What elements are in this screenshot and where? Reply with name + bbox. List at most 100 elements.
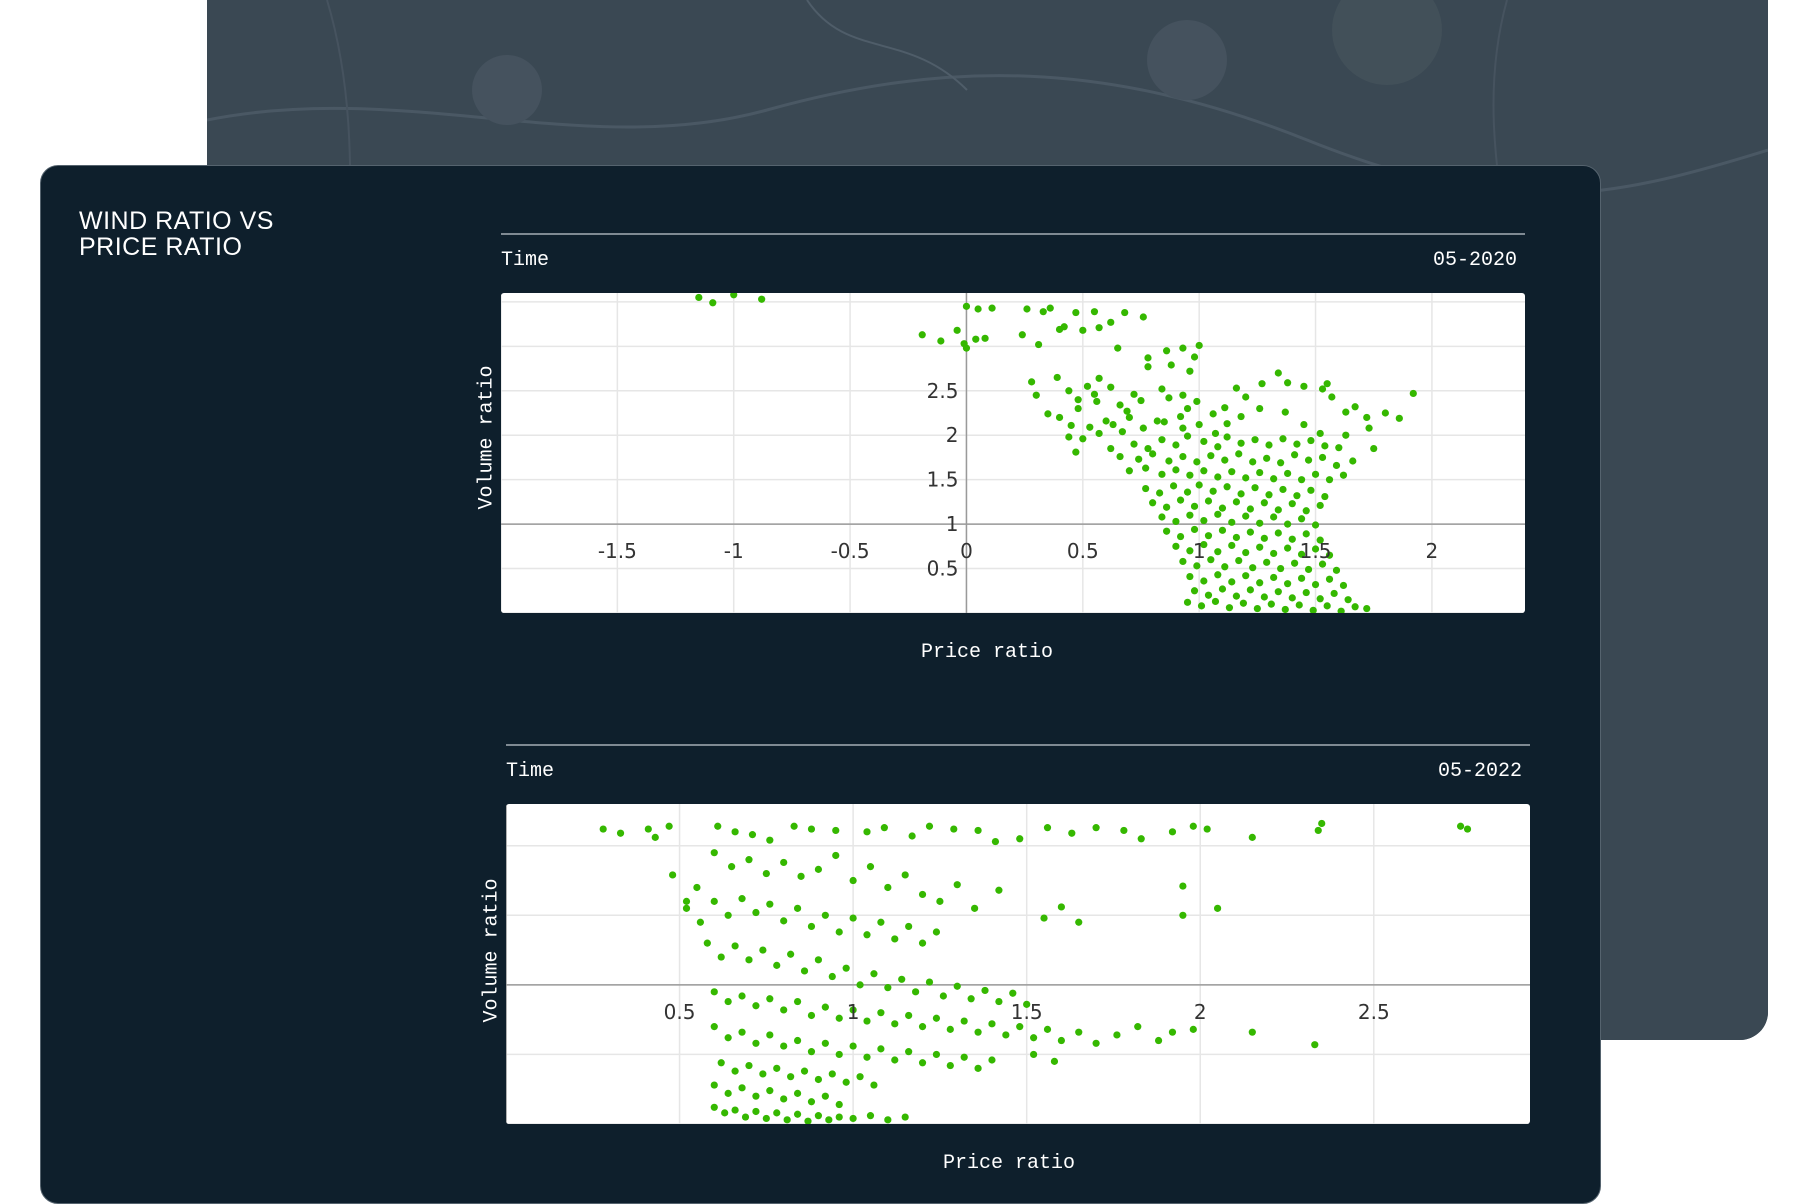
data-point — [1214, 548, 1222, 556]
data-point — [1142, 464, 1150, 472]
data-point — [1297, 550, 1306, 558]
data-point — [793, 997, 802, 1006]
x-tick-label: 1 — [847, 1000, 860, 1024]
data-point — [1050, 1057, 1059, 1065]
data-point — [1120, 826, 1128, 835]
data-point — [1035, 340, 1043, 349]
data-point — [731, 1067, 739, 1075]
data-point — [971, 904, 979, 912]
data-point — [1065, 433, 1073, 441]
data-point — [1193, 397, 1201, 406]
data-point — [1057, 1036, 1065, 1045]
data-point — [745, 956, 753, 964]
data-point — [1270, 573, 1278, 582]
y-tick-label: 2 — [946, 423, 959, 447]
data-point — [728, 863, 736, 871]
data-point — [1284, 544, 1292, 552]
data-point — [741, 1113, 750, 1121]
data-point — [1332, 566, 1341, 574]
data-point — [988, 304, 996, 312]
data-point — [1209, 410, 1217, 418]
data-point — [1218, 504, 1227, 512]
data-point — [1207, 556, 1215, 564]
data-point — [1142, 484, 1150, 493]
data-point — [766, 836, 774, 844]
data-point — [1265, 441, 1273, 449]
data-point — [1237, 490, 1245, 498]
data-point — [762, 869, 770, 878]
scatter-plot[interactable]: -1.5 -1 -0.5 0 0.5 1 1.5 2 0.5 1 1.5 2 2.5 — [501, 293, 1525, 613]
data-point — [1339, 471, 1348, 479]
data-point — [1235, 556, 1243, 565]
data-point — [1137, 396, 1145, 405]
data-point — [1318, 453, 1327, 462]
data-point — [1239, 599, 1247, 607]
data-point — [1260, 534, 1268, 542]
data-point — [1214, 571, 1222, 579]
data-point — [1190, 353, 1199, 361]
data-point — [752, 1039, 760, 1047]
data-point — [828, 1070, 836, 1078]
data-point — [1200, 540, 1208, 549]
data-point — [1043, 1025, 1052, 1033]
data-point — [780, 1042, 788, 1050]
data-point — [918, 939, 927, 947]
data-point — [1218, 585, 1227, 593]
data-point — [849, 1042, 857, 1050]
data-point — [703, 939, 711, 947]
data-point — [1256, 468, 1264, 477]
data-point — [932, 1014, 941, 1022]
data-point — [682, 904, 691, 912]
data-point — [974, 1028, 982, 1036]
data-point — [1351, 603, 1359, 611]
data-point — [1186, 471, 1194, 479]
data-point — [877, 918, 885, 926]
data-point — [1030, 1050, 1038, 1059]
data-point — [1092, 824, 1100, 832]
scatter-plot[interactable]: 0.511.522.50.511.52 — [506, 804, 1530, 1124]
data-point — [962, 344, 971, 352]
data-point — [790, 822, 798, 830]
data-point — [807, 825, 816, 833]
data-point — [901, 871, 909, 879]
data-point — [1163, 347, 1171, 355]
data-point — [1246, 528, 1254, 536]
data-point — [1072, 448, 1080, 456]
data-point — [616, 829, 625, 837]
data-point — [1189, 822, 1197, 830]
data-point — [800, 1067, 809, 1075]
data-point — [1095, 324, 1103, 332]
data-point — [783, 1116, 791, 1124]
data-point — [738, 1028, 746, 1036]
data-point — [1023, 1000, 1031, 1008]
y-tick-label: 0.5 — [927, 557, 959, 581]
data-point — [1200, 467, 1208, 475]
time-label: Time — [501, 249, 550, 272]
data-point — [974, 1064, 982, 1072]
data-point — [814, 1112, 823, 1120]
data-point — [1316, 429, 1324, 438]
data-point — [835, 1050, 843, 1059]
data-point — [821, 911, 829, 919]
data-point — [797, 872, 805, 880]
data-point — [1463, 825, 1472, 833]
data-point — [981, 334, 989, 342]
data-point — [1028, 378, 1036, 386]
data-point — [1107, 444, 1115, 453]
data-point — [1232, 384, 1241, 392]
data-point — [752, 1107, 760, 1116]
data-point — [1172, 517, 1180, 526]
data-point — [731, 942, 739, 950]
data-point — [1311, 545, 1320, 553]
data-point — [937, 337, 945, 345]
data-point — [1232, 592, 1241, 600]
data-point — [1107, 383, 1115, 391]
data-point — [1139, 313, 1147, 321]
data-point — [1200, 577, 1208, 585]
data-point — [918, 890, 927, 899]
data-point — [1307, 486, 1315, 494]
data-point — [1249, 458, 1257, 466]
data-point — [807, 1011, 816, 1020]
data-point — [1235, 450, 1243, 458]
data-point — [1223, 483, 1231, 491]
